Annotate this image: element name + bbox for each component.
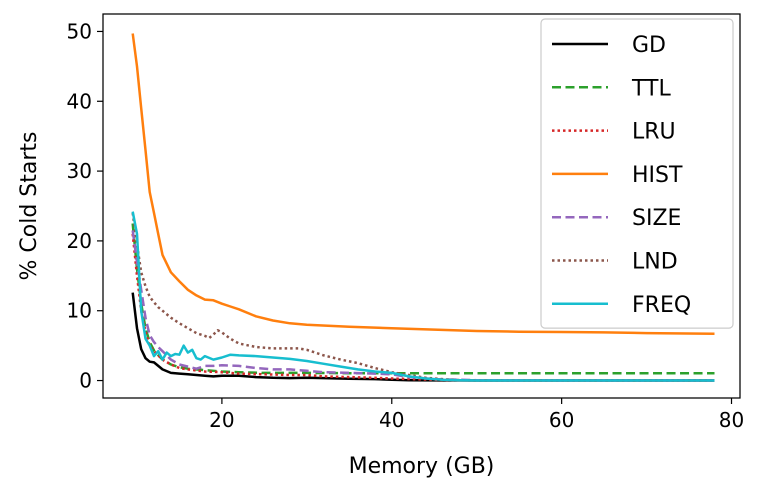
legend-label-ttl: TTL [631, 76, 671, 101]
y-tick-label: 20 [67, 229, 92, 253]
legend-label-size: SIZE [632, 206, 681, 231]
legend-label-lnd: LND [632, 250, 678, 275]
series-line-ttl [131, 223, 715, 375]
y-tick-label: 30 [67, 159, 92, 183]
series-lines [131, 33, 715, 382]
plot-frame [102, 13, 741, 399]
series-line-hist [131, 33, 715, 336]
x-tick-label: 20 [209, 408, 234, 432]
axis-ticks: 20 40 60 80 0 10 20 30 40 50 [67, 19, 745, 432]
legend-label-hist: HIST [632, 163, 683, 188]
x-tick-label: 80 [719, 408, 744, 432]
y-tick-label: 40 [67, 89, 92, 113]
series-line-lru [131, 233, 715, 382]
series-line-gd [131, 292, 715, 382]
y-tick-label: 50 [67, 19, 92, 43]
x-axis-label: Memory (GB) [349, 454, 495, 479]
legend: GD TTL LRU HIST SIZE LND FREQ [540, 18, 734, 329]
y-tick-label: 10 [67, 299, 92, 323]
legend-label-lru: LRU [632, 120, 676, 145]
legend-label-gd: GD [632, 33, 666, 58]
y-tick-label: 0 [79, 369, 92, 393]
x-tick-label: 40 [379, 408, 404, 432]
legend-box [540, 18, 734, 329]
x-tick-label: 60 [549, 408, 574, 432]
legend-label-freq: FREQ [632, 293, 691, 318]
series-line-freq [131, 211, 715, 382]
y-axis-label: % Cold Starts [17, 132, 42, 281]
